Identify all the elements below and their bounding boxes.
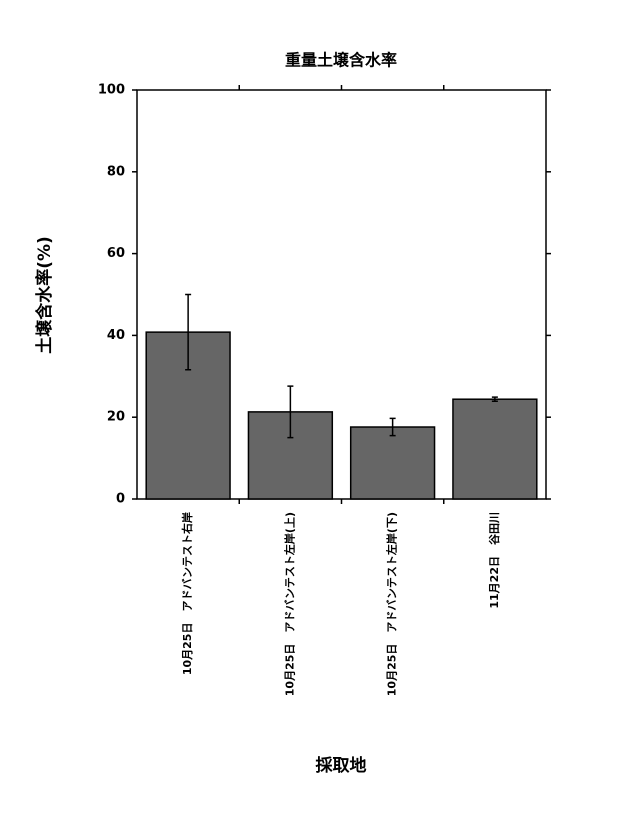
x-tick-label: 10月25日 アドバンテスト左岸(上) xyxy=(282,512,296,696)
error-bar xyxy=(185,293,192,371)
bar xyxy=(452,398,538,500)
error-bar xyxy=(491,396,498,402)
chart-title: 重量土壌含水率 xyxy=(285,51,397,70)
y-tick-label: 60 xyxy=(107,246,125,261)
y-tick-label: 0 xyxy=(116,492,125,507)
y-tick-label: 100 xyxy=(98,83,125,98)
x-tick-label: 10月25日 アドバンテスト左岸(下) xyxy=(385,512,399,696)
error-bar xyxy=(389,417,396,437)
x-axis-label: 採取地 xyxy=(316,755,367,776)
y-tick-label: 40 xyxy=(107,328,125,343)
y-axis-label: 土壌含水率(%) xyxy=(34,236,55,354)
x-tick-label: 10月25日 アドバンテスト右岸 xyxy=(180,512,194,675)
y-tick-label: 20 xyxy=(107,410,125,425)
error-bar xyxy=(287,385,294,439)
bar xyxy=(349,426,436,500)
x-tick-label: 11月22日 谷田川 xyxy=(487,512,501,609)
y-tick-label: 80 xyxy=(107,164,125,179)
